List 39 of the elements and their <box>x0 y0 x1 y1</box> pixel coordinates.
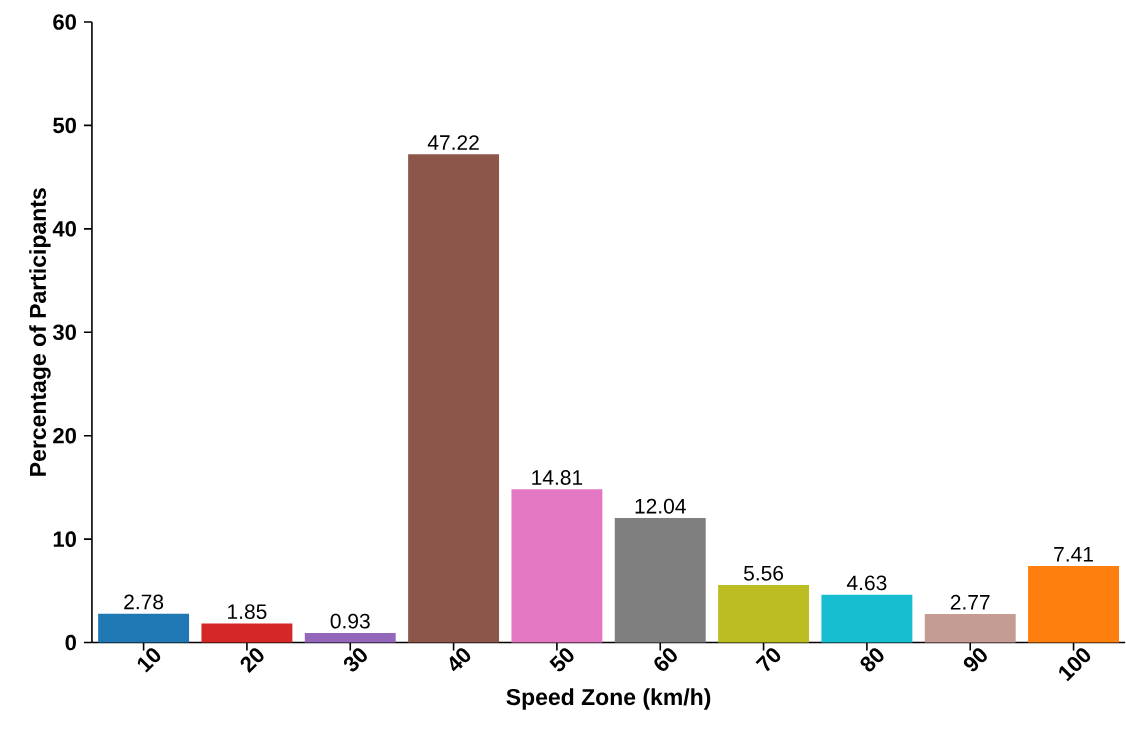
data-label: 5.56 <box>743 565 784 581</box>
x-tick-label: 90 <box>963 648 987 672</box>
data-label: 7.41 <box>1054 546 1093 562</box>
data-label: 4.63 <box>846 575 887 591</box>
y-tick-label: 0 <box>65 634 76 651</box>
x-tick-label: 20 <box>240 648 264 673</box>
y-tick-label: 10 <box>53 531 76 547</box>
x-axis-title: Speed Zone (km/h) <box>506 688 711 710</box>
bar <box>924 613 1016 643</box>
x-tick-label: 60 <box>654 648 677 671</box>
data-label: 14.81 <box>532 469 583 485</box>
x-tick-label: 100 <box>1059 648 1091 682</box>
bar <box>821 594 913 643</box>
x-tick-label: 70 <box>755 648 781 672</box>
data-label: 12.04 <box>635 498 686 514</box>
bar <box>511 489 603 643</box>
bar <box>304 632 396 643</box>
data-label: 2.78 <box>124 594 164 610</box>
data-label: 2.77 <box>950 594 990 610</box>
y-tick-label: 40 <box>52 220 76 237</box>
x-tick-label: 40 <box>449 648 471 671</box>
data-label: 1.85 <box>228 603 267 619</box>
x-tick-label: 30 <box>343 648 367 672</box>
bar <box>718 584 810 643</box>
y-axis-title: Percentage of Participants <box>29 188 51 476</box>
y-tick-label: 30 <box>52 324 76 340</box>
y-tick-label: 50 <box>53 117 76 133</box>
bar <box>1028 565 1120 643</box>
bar <box>201 623 293 643</box>
x-tick-label: 50 <box>549 648 574 672</box>
bar <box>614 517 706 643</box>
x-tick-label: 10 <box>137 648 161 673</box>
y-tick-label: 20 <box>53 427 76 444</box>
x-tick-label: 80 <box>860 648 884 672</box>
y-tick-label: 60 <box>53 13 76 30</box>
data-label: 0.93 <box>330 613 370 629</box>
bar <box>98 613 190 643</box>
bar <box>408 153 500 643</box>
data-label: 47.22 <box>427 134 479 150</box>
